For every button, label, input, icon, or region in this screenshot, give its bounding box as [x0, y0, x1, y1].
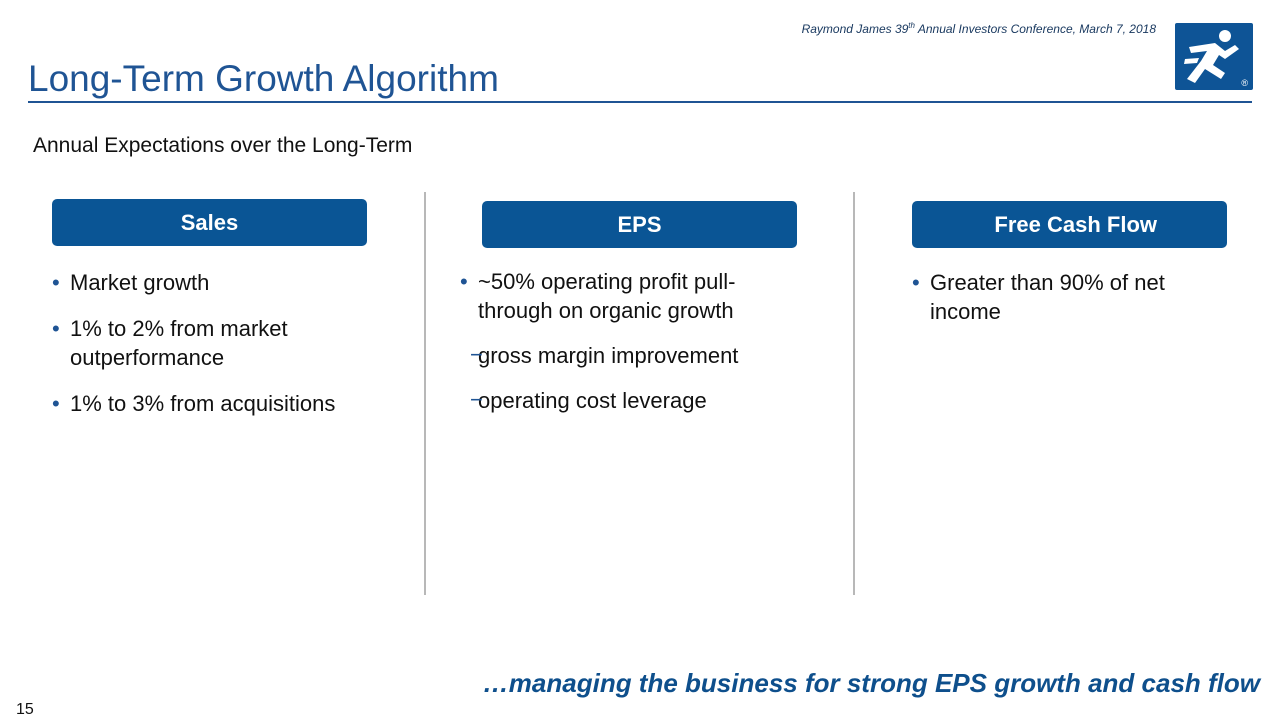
column-divider — [424, 192, 426, 595]
page-number: 15 — [16, 701, 34, 718]
closing-tagline: …managing the business for strong EPS gr… — [482, 668, 1260, 698]
sub-list-item: − operating cost leverage — [470, 387, 707, 413]
runner-logo-icon — [1184, 30, 1239, 83]
eps-list: • ~50% operating profit pull-through on … — [460, 267, 810, 415]
bullet-icon: • — [52, 270, 60, 295]
sub-list-item: − gross margin improvement — [470, 342, 739, 368]
free-cash-flow-header: Free Cash Flow — [912, 201, 1227, 248]
list-item: • 1% to 2% from market outperformance — [52, 316, 288, 370]
bullet-icon: • — [52, 391, 60, 416]
free-cash-flow-list: • Greater than 90% of net income — [912, 268, 1222, 326]
dash-icon: − — [470, 387, 483, 412]
bullet-icon: • — [52, 316, 60, 341]
list-item: • 1% to 3% from acquisitions — [52, 391, 336, 416]
registered-mark: ® — [1241, 78, 1248, 88]
list-item: • Greater than 90% of net income — [912, 270, 1165, 324]
slide-subtitle: Annual Expectations over the Long-Term — [33, 134, 413, 157]
list-item: • Market growth — [52, 270, 210, 295]
company-logo: ® — [1175, 23, 1253, 90]
sales-header: Sales — [52, 199, 367, 246]
dash-icon: − — [470, 342, 483, 367]
page-title: Long-Term Growth Algorithm — [28, 58, 499, 99]
bullet-icon: • — [460, 269, 468, 294]
eps-header: EPS — [482, 201, 797, 248]
sales-list: • Market growth • 1% to 2% from market o… — [52, 268, 402, 418]
column-divider — [853, 192, 855, 595]
list-item: • ~50% operating profit pull-through on … — [460, 269, 736, 323]
conference-caption: Raymond James 39th Annual Investors Conf… — [801, 21, 1156, 37]
bullet-icon: • — [912, 270, 920, 295]
title-underline — [28, 101, 1252, 103]
